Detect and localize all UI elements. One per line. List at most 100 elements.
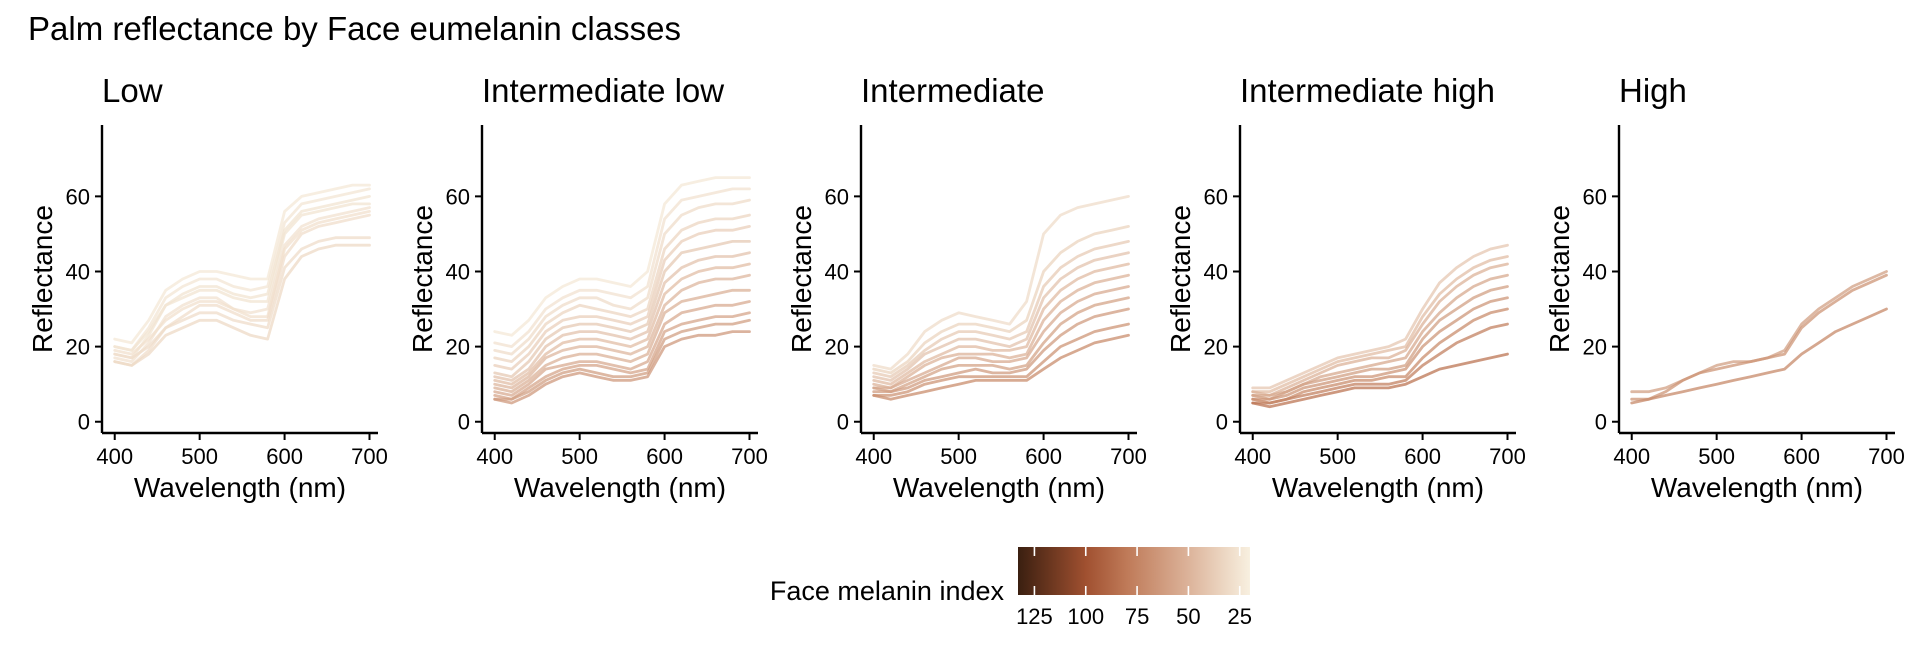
x-axis-label: Wavelength (nm): [1651, 472, 1863, 503]
spectrum-line-9: [872, 322, 1130, 397]
spectrum-line-5: [872, 273, 1130, 390]
x-tick-label: 400: [476, 444, 513, 469]
y-tick-label: 20: [825, 335, 849, 360]
y-tick-label: 0: [1216, 410, 1228, 435]
y-axis-label: Reflectance: [407, 205, 438, 353]
spectrum-line-13: [493, 330, 751, 405]
y-axis-label: Reflectance: [1544, 205, 1575, 353]
x-tick-label: 500: [1319, 444, 1356, 469]
x-tick-label: 600: [1404, 444, 1441, 469]
spectrum-line-10: [872, 333, 1130, 401]
spectrum-line-7: [872, 296, 1130, 394]
x-tick-label: 600: [646, 444, 683, 469]
color-legend: Face melanin index 125 100 75 50 25: [770, 547, 1252, 629]
spectra-group: [872, 195, 1130, 401]
spectrum-line-0: [113, 183, 371, 345]
panel-title: Intermediate: [861, 72, 1044, 109]
spectrum-line-3: [113, 202, 371, 352]
x-axis-label: Wavelength (nm): [134, 472, 346, 503]
spectra-group: [1630, 270, 1888, 405]
legend-tick-label: 75: [1125, 604, 1149, 629]
y-tick-label: 40: [446, 259, 470, 284]
y-axis-label: Reflectance: [786, 205, 817, 353]
spectrum-line-4: [493, 225, 751, 371]
spectrum-line-9: [493, 288, 751, 394]
spectrum-line-0: [872, 195, 1130, 371]
x-axis-label: Wavelength (nm): [1272, 472, 1484, 503]
y-tick-label: 0: [837, 410, 849, 435]
spectrum-line-12: [493, 318, 751, 401]
panel-intermediate: Intermediate 0 20 40 60 400 500 600 700Waveleng…: [786, 72, 1147, 503]
spectrum-line-8: [872, 307, 1130, 394]
x-tick-label: 400: [1234, 444, 1271, 469]
spectrum-line-2: [1630, 307, 1888, 405]
spectrum-line-5: [1251, 296, 1509, 401]
spectrum-line-2: [493, 198, 751, 356]
spectra-group: [113, 183, 371, 367]
spectrum-line-5: [113, 210, 371, 356]
spectrum-line-6: [1251, 307, 1509, 405]
spectrum-line-1: [872, 225, 1130, 375]
x-tick-label: 500: [1698, 444, 1735, 469]
x-tick-label: 600: [1025, 444, 1062, 469]
spectrum-line-7: [1251, 322, 1509, 405]
spectrum-line-1: [1251, 255, 1509, 394]
spectra-group: [493, 176, 751, 405]
y-axis-label: Reflectance: [1165, 205, 1196, 353]
x-tick-label: 700: [1868, 444, 1905, 469]
x-tick-label: 400: [1613, 444, 1650, 469]
spectrum-line-0: [493, 176, 751, 337]
y-tick-label: 0: [1595, 410, 1607, 435]
y-tick-label: 40: [1583, 259, 1607, 284]
x-tick-label: 700: [1489, 444, 1526, 469]
spectrum-line-6: [872, 285, 1130, 390]
spectrum-line-1: [1630, 273, 1888, 401]
spectrum-line-4: [113, 206, 371, 363]
legend-title: Face melanin index: [770, 576, 1005, 606]
y-tick-label: 60: [1583, 184, 1607, 209]
y-tick-label: 20: [446, 335, 470, 360]
spectrum-line-2: [872, 240, 1130, 379]
spectrum-line-10: [493, 300, 751, 397]
y-tick-label: 40: [825, 259, 849, 284]
y-tick-label: 20: [66, 335, 90, 360]
y-tick-label: 40: [1204, 259, 1228, 284]
x-tick-label: 500: [561, 444, 598, 469]
spectrum-line-2: [1251, 262, 1509, 397]
y-tick-label: 60: [446, 184, 470, 209]
y-tick-label: 0: [78, 410, 90, 435]
y-tick-label: 60: [66, 184, 90, 209]
panel-intermediate-low: Intermediate low 0 20 40 60 400 500 600 700Wave…: [407, 72, 768, 503]
x-tick-label: 500: [940, 444, 977, 469]
legend-tick-label: 50: [1176, 604, 1200, 629]
spectrum-line-11: [493, 311, 751, 401]
x-tick-label: 700: [731, 444, 768, 469]
spectrum-line-8: [493, 273, 751, 390]
spectra-group: [1251, 243, 1509, 409]
spectrum-line-1: [493, 187, 751, 348]
y-axis-label: Reflectance: [27, 205, 58, 353]
x-axis-label: Wavelength (nm): [893, 472, 1105, 503]
x-tick-label: 400: [855, 444, 892, 469]
panel-title: Intermediate high: [1240, 72, 1495, 109]
color-bar: [1018, 547, 1250, 595]
spectrum-line-1: [113, 187, 371, 352]
spectrum-line-4: [1251, 285, 1509, 401]
spectrum-line-8: [1251, 352, 1509, 409]
spectrum-line-8: [113, 243, 371, 367]
y-tick-label: 60: [825, 184, 849, 209]
x-axis-label: Wavelength (nm): [514, 472, 726, 503]
legend-tick-label: 125: [1016, 604, 1053, 629]
x-tick-label: 600: [1783, 444, 1820, 469]
y-tick-label: 0: [458, 410, 470, 435]
y-tick-label: 20: [1583, 335, 1607, 360]
panel-intermediate-high: Intermediate high 0 20 40 60 400 500 600 700Wav…: [1165, 72, 1526, 503]
